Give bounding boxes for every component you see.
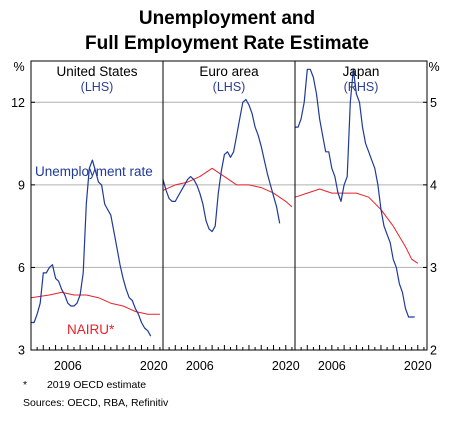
gridlines <box>31 101 427 268</box>
right-unit-label: % <box>428 60 439 74</box>
nairu-line-japan <box>294 188 419 264</box>
unemployment-line-euro-area <box>162 98 281 233</box>
left-tick-label: 9 <box>18 178 25 192</box>
x-tick-label-euro-area: 2020 <box>272 359 300 373</box>
x-tick-label-japan: 2006 <box>318 359 346 373</box>
series-lines <box>30 68 419 337</box>
right-tick-label: 2 <box>430 344 437 358</box>
unemployment-line-japan <box>295 68 415 318</box>
footnote-text: 2019 OECD estimate <box>46 379 147 391</box>
panel-title-japan: Japan <box>343 64 380 79</box>
plot-frame <box>30 60 428 351</box>
left-unit-label: % <box>13 60 24 74</box>
right-tick-label: 4 <box>430 178 437 192</box>
chart-title: Unemployment and <box>139 8 315 29</box>
x-tick-label-japan: 2020 <box>404 359 432 373</box>
footnote-marker: * <box>23 379 28 391</box>
right-tick-label: 3 <box>430 261 437 275</box>
sources: Sources: OECD, RBA, Refinitiv <box>23 397 169 409</box>
nairu-line-united-states <box>30 291 160 315</box>
footnote: * 2019 OECD estimate <box>23 379 146 391</box>
axis-ticks: 3 6 9 12 2 3 4 5 2006 2020 2006 2020 2006 2020 <box>11 96 437 373</box>
left-tick-label: 6 <box>18 261 25 275</box>
panel-title-united-states: United States <box>56 64 137 79</box>
x-tick-label-united-states: 2020 <box>140 359 168 373</box>
right-tick-label: 5 <box>430 96 437 110</box>
left-tick-label: 3 <box>18 344 25 358</box>
panel-axis-euro-area: (LHS) <box>213 80 246 94</box>
annotation-nairu: NAIRU* <box>67 322 115 337</box>
panel-axis-united-states: (LHS) <box>81 80 114 94</box>
unemployment-line-united-states <box>31 159 152 337</box>
left-tick-label: 12 <box>11 96 25 110</box>
chart-subtitle: Full Employment Rate Estimate <box>85 33 369 54</box>
panel-axis-japan: (RHS) <box>344 80 379 94</box>
annotation-unemployment-rate: Unemployment rate <box>35 164 153 179</box>
x-tick-label-euro-area: 2006 <box>186 359 214 373</box>
panel-title-euro-area: Euro area <box>199 64 259 79</box>
x-tick-label-united-states: 2006 <box>54 359 82 373</box>
